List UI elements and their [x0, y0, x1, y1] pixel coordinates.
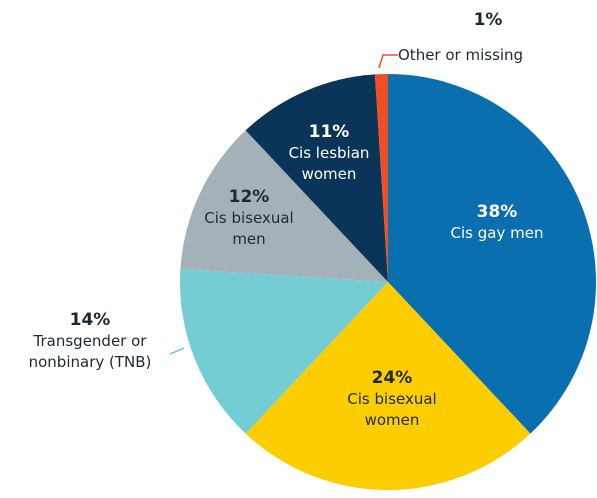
category-label: Cis lesbian women	[288, 144, 370, 183]
category-label: Cis bisexual women	[347, 390, 437, 429]
pie-slice	[180, 130, 388, 282]
value-label: 1%	[473, 10, 503, 30]
pie-slice	[245, 74, 388, 283]
slice-label: 12% Cis bisexual men	[189, 187, 309, 250]
pie-slice	[388, 74, 597, 434]
category-label: Other or missing	[398, 46, 524, 64]
category-label: Cis bisexual men	[204, 209, 294, 248]
value-label: 11%	[308, 122, 350, 142]
value-label: 12%	[228, 187, 270, 207]
value-label: 14%	[69, 310, 111, 330]
category-label: Cis gay men	[450, 224, 544, 242]
slice-label: 24% Cis bisexual women	[332, 368, 452, 431]
value-label: 24%	[371, 368, 413, 388]
category-label: Transgender or nonbinary (TNB)	[28, 332, 152, 371]
pie-slice	[245, 282, 531, 490]
leader-line	[378, 54, 398, 69]
leader-line	[169, 347, 185, 355]
slice-label: 1% Other or missing	[398, 10, 578, 64]
slice-label: 11% Cis lesbian women	[274, 122, 384, 185]
slice-label: 14% Transgender or nonbinary (TNB)	[5, 310, 175, 373]
slice-label: 38% Cis gay men	[427, 202, 567, 244]
value-label: 38%	[476, 202, 518, 222]
pie-slice	[374, 74, 388, 282]
pie-slice	[180, 268, 388, 434]
